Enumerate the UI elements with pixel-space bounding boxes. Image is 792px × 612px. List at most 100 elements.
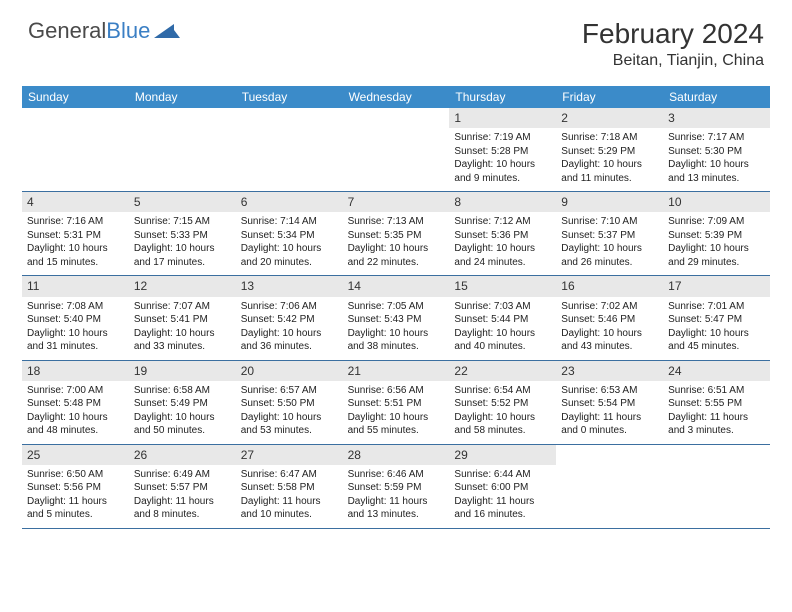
day-header: Friday [556, 86, 663, 108]
day-text: Daylight: 10 hours and 26 minutes. [561, 242, 658, 269]
sunrise-text: Sunrise: 6:56 AM [348, 384, 445, 398]
day-text: Daylight: 10 hours and 24 minutes. [454, 242, 551, 269]
day-text: Daylight: 10 hours and 55 minutes. [348, 411, 445, 438]
sunrise-text: Sunrise: 7:10 AM [561, 215, 658, 229]
calendar-cell: 14Sunrise: 7:05 AMSunset: 5:43 PMDayligh… [343, 276, 450, 359]
sunrise-text: Sunrise: 7:08 AM [27, 300, 124, 314]
day-text: Daylight: 10 hours and 20 minutes. [241, 242, 338, 269]
day-number: 8 [449, 192, 556, 212]
sunrise-text: Sunrise: 7:06 AM [241, 300, 338, 314]
sunrise-text: Sunrise: 7:07 AM [134, 300, 231, 314]
day-number: 10 [663, 192, 770, 212]
calendar-cell: 18Sunrise: 7:00 AMSunset: 5:48 PMDayligh… [22, 361, 129, 444]
sunrise-text: Sunrise: 7:15 AM [134, 215, 231, 229]
sunset-text: Sunset: 5:30 PM [668, 145, 765, 159]
calendar-cell: 29Sunrise: 6:44 AMSunset: 6:00 PMDayligh… [449, 445, 556, 528]
day-text: Daylight: 10 hours and 22 minutes. [348, 242, 445, 269]
sunset-text: Sunset: 5:55 PM [668, 397, 765, 411]
day-text: Daylight: 11 hours and 10 minutes. [241, 495, 338, 522]
sunrise-text: Sunrise: 7:13 AM [348, 215, 445, 229]
calendar-cell [22, 108, 129, 191]
sunset-text: Sunset: 5:46 PM [561, 313, 658, 327]
sunset-text: Sunset: 5:44 PM [454, 313, 551, 327]
sunset-text: Sunset: 5:52 PM [454, 397, 551, 411]
page-title: February 2024 [582, 18, 764, 50]
sunset-text: Sunset: 5:35 PM [348, 229, 445, 243]
calendar-cell [343, 108, 450, 191]
sunrise-text: Sunrise: 7:00 AM [27, 384, 124, 398]
day-number: 5 [129, 192, 236, 212]
day-header: Monday [129, 86, 236, 108]
day-number: 19 [129, 361, 236, 381]
day-text: Daylight: 10 hours and 48 minutes. [27, 411, 124, 438]
calendar-cell: 22Sunrise: 6:54 AMSunset: 5:52 PMDayligh… [449, 361, 556, 444]
logo-triangle-icon [154, 22, 180, 40]
day-text: Daylight: 10 hours and 29 minutes. [668, 242, 765, 269]
calendar-cell: 4Sunrise: 7:16 AMSunset: 5:31 PMDaylight… [22, 192, 129, 275]
day-text: Daylight: 11 hours and 5 minutes. [27, 495, 124, 522]
day-number: 6 [236, 192, 343, 212]
location-text: Beitan, Tianjin, China [582, 52, 764, 70]
week-row: 25Sunrise: 6:50 AMSunset: 5:56 PMDayligh… [22, 445, 770, 529]
calendar-cell: 28 Sunrise: 6:46 AMSunset: 5:59 PMDayligh… [343, 445, 450, 528]
sunrise-text: Sunrise: 7:03 AM [454, 300, 551, 314]
day-text: Daylight: 10 hours and 31 minutes. [27, 327, 124, 354]
calendar-cell: 26Sunrise: 6:49 AMSunset: 5:57 PMDayligh… [129, 445, 236, 528]
calendar-cell: 7Sunrise: 7:13 AMSunset: 5:35 PMDaylight… [343, 192, 450, 275]
day-number: 26 [129, 445, 236, 465]
day-number: 24 [663, 361, 770, 381]
day-text: Daylight: 10 hours and 15 minutes. [27, 242, 124, 269]
sunrise-text: Sunrise: 6:49 AM [134, 468, 231, 482]
sunset-text: Sunset: 6:00 PM [454, 481, 551, 495]
sunrise-text: Sunrise: 6:47 AM [241, 468, 338, 482]
day-number: 13 [236, 276, 343, 296]
calendar-cell: 10Sunrise: 7:09 AMSunset: 5:39 PMDayligh… [663, 192, 770, 275]
sunset-text: Sunset: 5:41 PM [134, 313, 231, 327]
day-number: 12 [129, 276, 236, 296]
sunset-text: Sunset: 5:59 PM [348, 481, 445, 495]
sunrise-text: Sunrise: 7:14 AM [241, 215, 338, 229]
logo-text: GeneralBlue [28, 18, 150, 44]
day-text: Daylight: 10 hours and 53 minutes. [241, 411, 338, 438]
day-header: Wednesday [343, 86, 450, 108]
sunset-text: Sunset: 5:54 PM [561, 397, 658, 411]
sunset-text: Sunset: 5:47 PM [668, 313, 765, 327]
day-number: 25 [22, 445, 129, 465]
sunrise-text: Sunrise: 7:18 AM [561, 131, 658, 145]
sunset-text: Sunset: 5:28 PM [454, 145, 551, 159]
sunset-text: Sunset: 5:48 PM [27, 397, 124, 411]
day-number: 14 [343, 276, 450, 296]
title-block: February 2024 Beitan, Tianjin, China [582, 18, 764, 70]
weeks-grid: 1Sunrise: 7:19 AMSunset: 5:28 PMDaylight… [22, 108, 770, 529]
sunrise-text: Sunrise: 6:46 AM [348, 468, 445, 482]
day-number: 1 [449, 108, 556, 128]
header: GeneralBlue February 2024 Beitan, Tianji… [0, 0, 792, 78]
day-number: 3 [663, 108, 770, 128]
sunrise-text: Sunrise: 7:16 AM [27, 215, 124, 229]
day-number: 28 [343, 445, 450, 465]
day-header: Saturday [663, 86, 770, 108]
calendar-cell: 9Sunrise: 7:10 AMSunset: 5:37 PMDaylight… [556, 192, 663, 275]
day-number: 27 [236, 445, 343, 465]
logo-text-1: General [28, 18, 106, 43]
week-row: 4Sunrise: 7:16 AMSunset: 5:31 PMDaylight… [22, 192, 770, 276]
day-text: Daylight: 11 hours and 13 minutes. [348, 495, 445, 522]
calendar: Sunday Monday Tuesday Wednesday Thursday… [22, 86, 770, 529]
calendar-cell: 15Sunrise: 7:03 AMSunset: 5:44 PMDayligh… [449, 276, 556, 359]
day-number: 22 [449, 361, 556, 381]
day-text: Daylight: 10 hours and 50 minutes. [134, 411, 231, 438]
calendar-cell: 8Sunrise: 7:12 AMSunset: 5:36 PMDaylight… [449, 192, 556, 275]
sunrise-text: Sunrise: 6:51 AM [668, 384, 765, 398]
day-text: Daylight: 10 hours and 43 minutes. [561, 327, 658, 354]
day-text: Daylight: 10 hours and 33 minutes. [134, 327, 231, 354]
calendar-cell: 13Sunrise: 7:06 AMSunset: 5:42 PMDayligh… [236, 276, 343, 359]
calendar-cell: 19Sunrise: 6:58 AMSunset: 5:49 PMDayligh… [129, 361, 236, 444]
day-number: 23 [556, 361, 663, 381]
day-number: 9 [556, 192, 663, 212]
day-header: Tuesday [236, 86, 343, 108]
calendar-cell: 16Sunrise: 7:02 AMSunset: 5:46 PMDayligh… [556, 276, 663, 359]
sunrise-text: Sunrise: 6:50 AM [27, 468, 124, 482]
calendar-cell: 11Sunrise: 7:08 AMSunset: 5:40 PMDayligh… [22, 276, 129, 359]
sunset-text: Sunset: 5:40 PM [27, 313, 124, 327]
sunrise-text: Sunrise: 6:54 AM [454, 384, 551, 398]
